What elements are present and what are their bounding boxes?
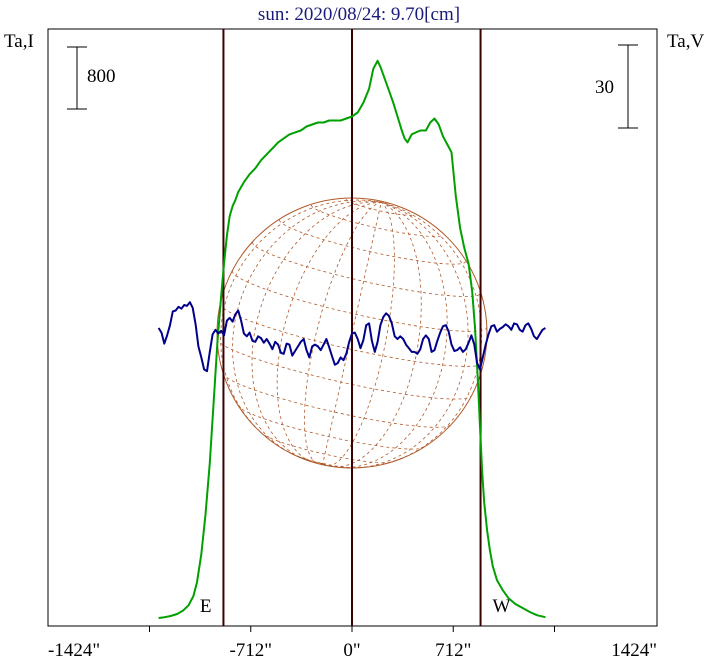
longitude-line [276, 201, 382, 465]
x-tick-label: 1424" [611, 640, 657, 661]
x-tick-label: -1424" [48, 640, 100, 661]
limb-marker-label: E [200, 596, 212, 617]
circular-polarization-curve [157, 301, 546, 373]
limb-marker-label: W [493, 596, 511, 617]
series-group [157, 59, 546, 619]
longitude-line [322, 201, 422, 468]
intensity-curve [158, 59, 546, 619]
x-axis-ticks: -1424" -712" 0" 712" 1424" [48, 626, 657, 661]
latitude-line [311, 205, 444, 237]
longitude-line [220, 199, 382, 465]
polarization-scale-bar: 30 [595, 44, 638, 129]
x-tick-label: -712" [229, 640, 272, 661]
x-tick-label: 0" [343, 640, 360, 661]
latitude-line [252, 242, 482, 297]
intensity-scale-label: 800 [87, 66, 116, 87]
latitude-line [279, 219, 467, 265]
chart-title: sun: 2020/08/24: 9.70[cm] [258, 4, 460, 25]
longitude-line [232, 200, 382, 465]
x-tick-label: 712" [435, 640, 471, 661]
longitude-line [322, 201, 483, 469]
intensity-scale-bar: 800 [67, 46, 116, 110]
polarization-scale-label: 30 [595, 77, 614, 98]
right-axis-label: Ta,V [667, 31, 704, 52]
longitude-line [303, 201, 382, 465]
longitude-line [251, 201, 382, 465]
left-axis-label: Ta,I [4, 31, 34, 52]
longitude-line [322, 201, 469, 469]
longitude-line [322, 201, 448, 469]
longitude-line [322, 201, 395, 467]
